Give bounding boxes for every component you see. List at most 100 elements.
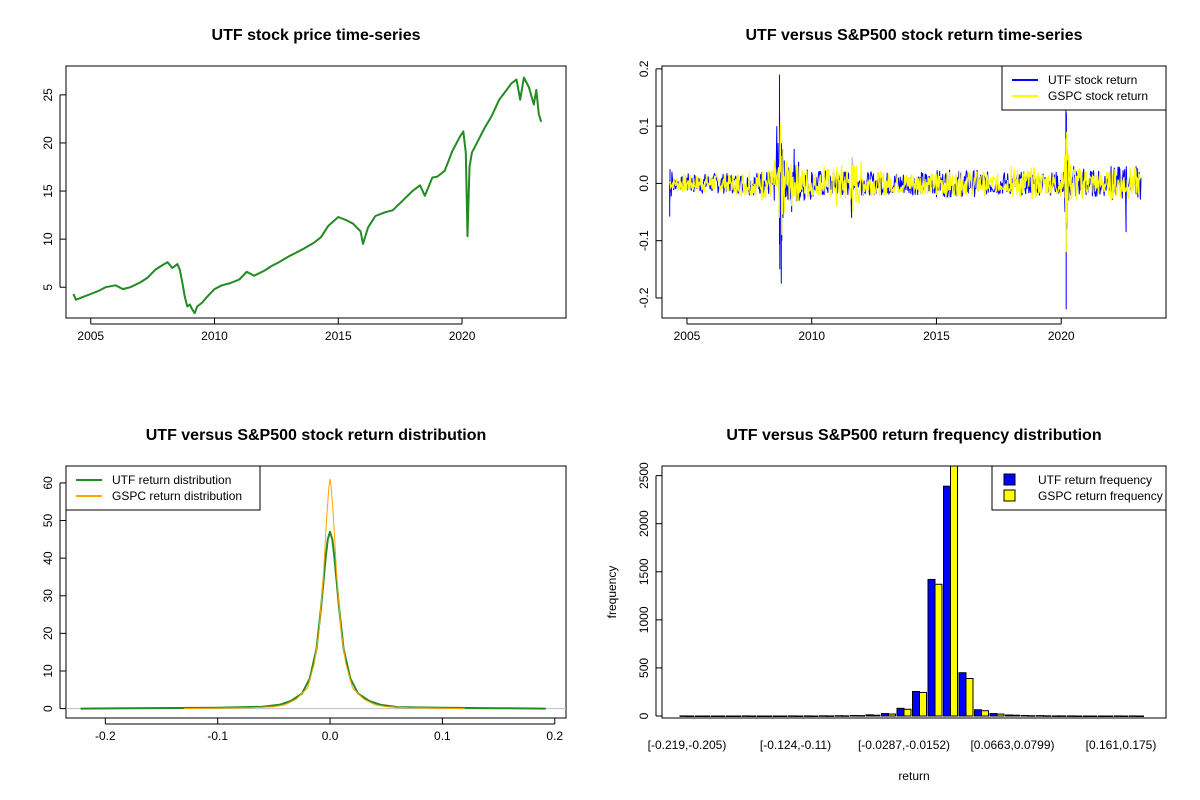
y-tick-label: 2500	[637, 462, 651, 489]
y-tick-label: -0.2	[637, 287, 651, 308]
bar-gspc-26	[1089, 715, 1098, 717]
plot-panel-3: UTF versus S&P500 stock return distribut…	[41, 427, 567, 743]
x-tick-label: 2020	[449, 329, 476, 343]
y-axis-title: frequency	[605, 566, 619, 619]
utf-density-line	[80, 530, 546, 710]
x-category-label: [0.0663,0.0799)	[970, 738, 1054, 752]
y-tick-label: 0.0	[637, 175, 651, 192]
bar-utf-11	[850, 715, 858, 717]
y-tick-label: 0	[637, 712, 651, 719]
gspc-return-line	[669, 123, 1142, 253]
plot-panel-2: UTF versus S&P500 stock return time-seri…	[637, 27, 1167, 343]
bar-gspc-1	[702, 715, 710, 717]
bar-gspc-13	[888, 713, 896, 717]
bar-gspc-15	[919, 691, 927, 717]
plot-title: UTF versus S&P500 return frequency distr…	[726, 427, 1101, 444]
x-tick-label: 0.0	[322, 729, 339, 743]
y-tick-label: 2000	[637, 510, 651, 537]
y-tick-label: 10	[41, 664, 55, 678]
y-tick-label: 1500	[637, 558, 651, 585]
bar-utf-19	[974, 709, 982, 717]
bar-gspc-4	[748, 715, 757, 717]
bar-utf-21	[1005, 714, 1013, 717]
bar-gspc-0	[686, 715, 695, 717]
bar-utf-0	[679, 715, 688, 717]
x-category-label: [-0.0287,-0.0152)	[858, 738, 950, 752]
plot-frame	[65, 465, 567, 719]
bar-utf-4	[741, 715, 750, 717]
bar-gspc-9	[826, 715, 834, 717]
y-tick-label: 20	[41, 136, 55, 150]
bar-utf-10	[834, 715, 843, 717]
bar-utf-9	[819, 715, 827, 717]
x-tick-label: 2015	[923, 329, 950, 343]
bar-utf-24	[1051, 715, 1060, 717]
bar-gspc-14	[903, 708, 912, 717]
x-tick-label: -0.1	[207, 729, 228, 743]
bar-utf-16	[927, 578, 936, 717]
bar-gspc-16	[934, 583, 943, 717]
plot-frame	[661, 65, 1167, 319]
plot-frame	[65, 65, 567, 319]
bar-utf-13	[881, 713, 889, 717]
legend-label: UTF return distribution	[112, 473, 231, 487]
legend-box	[991, 465, 1167, 511]
plot-title: UTF versus S&P500 stock return distribut…	[146, 427, 487, 444]
plot-panel-4: UTF versus S&P500 return frequency distr…	[605, 427, 1167, 783]
x-category-label: [-0.124,-0.11)	[760, 738, 831, 752]
bar-utf-15	[912, 690, 920, 717]
y-tick-label: -0.1	[637, 230, 651, 251]
x-tick-label: 2010	[798, 329, 825, 343]
y-tick-label: 0.2	[637, 60, 651, 77]
bar-gspc-7	[795, 715, 803, 717]
bar-gspc-25	[1074, 715, 1082, 717]
x-tick-label: 2005	[77, 329, 104, 343]
legend-label: GSPC stock return	[1048, 89, 1148, 103]
x-category-label: [-0.219,-0.205)	[648, 738, 727, 752]
legend-swatch	[1003, 473, 1016, 486]
bar-gspc-5	[764, 715, 772, 717]
y-tick-label: 30	[41, 589, 55, 603]
y-tick-label: 0	[41, 705, 55, 712]
bar-gspc-27	[1105, 715, 1113, 717]
x-tick-label: 0.2	[546, 729, 563, 743]
legend-label: GSPC return distribution	[112, 489, 242, 503]
bar-utf-22	[1020, 715, 1029, 717]
bar-gspc-23	[1043, 715, 1051, 717]
gspc-density-line	[183, 478, 465, 710]
bar-utf-14	[896, 707, 905, 717]
legend-box	[1001, 65, 1167, 111]
bar-utf-3	[726, 715, 734, 717]
bar-utf-25	[1067, 715, 1075, 717]
legend-label: UTF return frequency	[1038, 473, 1152, 487]
price-line	[72, 76, 543, 315]
x-category-label: [0.161,0.175)	[1086, 738, 1157, 752]
x-tick-label: 2015	[325, 329, 352, 343]
x-tick-label: 2005	[674, 329, 701, 343]
bar-utf-20	[989, 713, 998, 717]
y-tick-label: 5	[41, 284, 55, 291]
x-tick-label: 0.1	[434, 729, 451, 743]
y-tick-label: 60	[41, 476, 55, 490]
bar-gspc-18	[965, 678, 974, 717]
y-tick-label: 25	[41, 88, 55, 102]
plot-frame	[661, 465, 1167, 719]
x-tick-label: -0.2	[95, 729, 116, 743]
y-tick-label: 20	[41, 626, 55, 640]
bar-utf-18	[958, 672, 967, 717]
bar-utf-29	[1129, 715, 1137, 717]
bar-gspc-3	[733, 715, 741, 717]
bar-utf-28	[1113, 715, 1122, 717]
plot-title: UTF stock price time-series	[212, 27, 421, 44]
legend-label: GSPC return frequency	[1038, 489, 1163, 503]
y-tick-label: 40	[41, 551, 55, 565]
bar-gspc-21	[1012, 714, 1020, 717]
y-tick-label: 50	[41, 514, 55, 528]
x-axis-title: return	[898, 769, 929, 783]
bar-gspc-12	[872, 714, 881, 717]
bar-gspc-10	[841, 715, 850, 717]
bar-gspc-20	[996, 713, 1005, 717]
bar-gspc-8	[810, 715, 819, 717]
